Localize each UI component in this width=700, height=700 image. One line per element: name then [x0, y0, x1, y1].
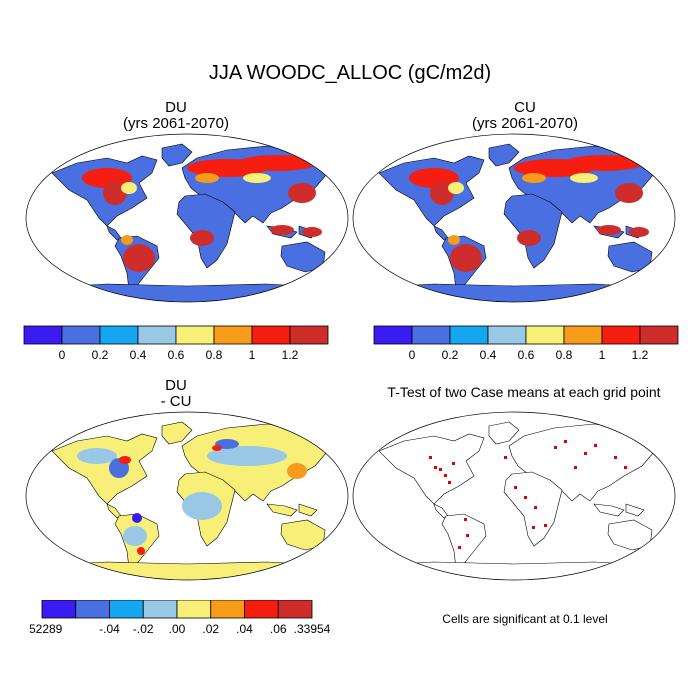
panel-diff-title-line1: DU — [165, 377, 187, 394]
colorbar-cu-swatch — [449, 325, 489, 345]
colorbar-du-swatch — [289, 325, 329, 345]
colorbar-diff-label: .04 — [236, 622, 253, 636]
colorbar-diff-swatch — [244, 600, 279, 619]
colorbar-diff-swatch — [176, 600, 212, 619]
colorbar-cu-swatch — [525, 325, 565, 345]
panel-diff-title-line2: - CU — [160, 393, 192, 410]
colorbar-cu-label: 1.2 — [632, 348, 649, 362]
panel-ttest-title: T-Test of two Case means at each grid po… — [387, 384, 661, 400]
colorbar-cu-swatch — [373, 325, 413, 345]
significant-cells — [429, 440, 627, 549]
colorbar-cu-label: 0.6 — [518, 348, 535, 362]
colorbar-du: 0 0.2 0.4 0.6 0.8 1 1.2 — [23, 325, 329, 362]
colorbar-du-label: 0.4 — [130, 348, 147, 362]
colorbar-cu-swatches — [373, 325, 679, 345]
colorbar-diff: -.52289 -.04 -.02 .00 .02 .04 .06 .33954 — [30, 600, 331, 636]
colorbar-du-swatch — [23, 325, 63, 345]
panel-du-title: DU (yrs 2061-2070) — [76, 100, 276, 132]
colorbar-du-swatches — [23, 325, 329, 345]
colorbar-cu-swatch — [639, 325, 679, 345]
colorbar-du-label: 0.2 — [92, 348, 109, 362]
panel-du-title-line1: DU — [165, 99, 187, 116]
colorbar-du-swatch — [99, 325, 139, 345]
colorbar-diff-swatch — [277, 600, 313, 619]
colorbar-du-swatch — [175, 325, 215, 345]
colorbar-diff-swatch — [41, 600, 77, 619]
colorbar-diff-swatch — [142, 600, 178, 619]
colorbar-cu-swatch — [601, 325, 641, 345]
panel-cu-title: CU (yrs 2061-2070) — [425, 100, 625, 132]
cu-hotspots — [409, 155, 649, 272]
colorbar-diff-label: .02 — [202, 622, 219, 636]
colorbar-diff-label: -.52289 — [30, 622, 63, 636]
colorbar-diff-swatch — [109, 600, 144, 619]
colorbar-diff-swatches — [41, 600, 313, 619]
colorbar-cu-swatch — [411, 325, 451, 345]
colorbar-du-label: 1.2 — [282, 348, 299, 362]
colorbar-du-swatch — [251, 325, 291, 345]
colorbar-diff-swatch — [75, 600, 110, 619]
panel-du-title-line2: (yrs 2061-2070) — [123, 115, 229, 132]
colorbar-du-swatch — [213, 325, 253, 345]
du-hotspots — [82, 155, 322, 272]
colorbar-du-labels: 0 0.2 0.4 0.6 0.8 1 1.2 — [59, 348, 299, 362]
significance-note: Cells are significant at 0.1 level — [442, 612, 608, 626]
map-diff — [25, 411, 349, 581]
panel-diff-title: DU - CU — [76, 378, 276, 410]
colorbar-cu-swatch — [487, 325, 527, 345]
colorbar-du-label: 0.8 — [206, 348, 223, 362]
colorbar-diff-swatch — [210, 600, 245, 619]
colorbar-diff-label: -.02 — [133, 622, 154, 636]
colorbar-diff-label: .00 — [169, 622, 186, 636]
colorbar-du-label: 0.6 — [168, 348, 185, 362]
colorbar-cu-label: 0.2 — [442, 348, 459, 362]
map-cu — [352, 133, 676, 303]
figure-title: JJA WOODC_ALLOC (gC/m2d) — [208, 62, 492, 84]
colorbar-cu-label: 0.8 — [556, 348, 573, 362]
map-ttest — [352, 411, 676, 581]
colorbar-du-swatch — [61, 325, 101, 345]
colorbar-cu-label: 0 — [409, 348, 416, 362]
diff-patches — [77, 439, 307, 555]
colorbar-diff-labels: -.52289 -.04 -.02 .00 .02 .04 .06 .33954 — [30, 622, 331, 636]
colorbar-cu-label: 0.4 — [480, 348, 497, 362]
colorbar-cu-swatch — [563, 325, 603, 345]
colorbar-cu: 0 0.2 0.4 0.6 0.8 1 1.2 — [373, 325, 679, 362]
panel-cu-title-line2: (yrs 2061-2070) — [472, 115, 578, 132]
colorbar-diff-label: .06 — [270, 622, 287, 636]
map-du — [25, 133, 349, 303]
colorbar-diff-label: .33954 — [294, 622, 331, 636]
colorbar-du-label: 0 — [59, 348, 66, 362]
colorbar-du-swatch — [137, 325, 177, 345]
colorbar-cu-label: 1 — [599, 348, 606, 362]
colorbar-diff-label: -.04 — [99, 622, 120, 636]
panel-cu-title-line1: CU — [514, 99, 536, 116]
colorbar-du-label: 1 — [249, 348, 256, 362]
colorbar-cu-labels: 0 0.2 0.4 0.6 0.8 1 1.2 — [409, 348, 649, 362]
